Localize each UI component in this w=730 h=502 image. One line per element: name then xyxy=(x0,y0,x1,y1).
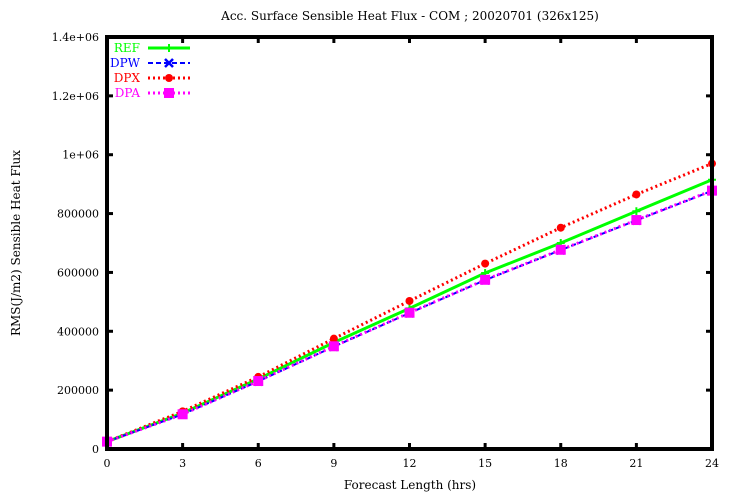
y-tick-label: 800000 xyxy=(57,208,99,221)
series-dpx xyxy=(103,159,716,446)
y-tick-label: 600000 xyxy=(57,266,99,279)
x-tick-label: 15 xyxy=(478,457,492,470)
legend-item-dpx: DPX xyxy=(114,71,190,85)
x-tick-label: 12 xyxy=(403,457,417,470)
y-tick-label: 1.2e+06 xyxy=(52,90,99,103)
plot-frame xyxy=(105,35,714,451)
x-tick-label: 6 xyxy=(255,457,262,470)
y-tick-label: 1e+06 xyxy=(62,149,99,162)
x-axis-label: Forecast Length (hrs) xyxy=(344,478,476,492)
x-tick-label: 21 xyxy=(629,457,643,470)
legend-item-dpa: DPA xyxy=(115,86,190,100)
x-tick-label: 0 xyxy=(104,457,111,470)
x-tick-label: 18 xyxy=(554,457,568,470)
y-tick-label: 0 xyxy=(92,443,99,456)
legend-label: DPX xyxy=(114,71,141,85)
chart-title: Acc. Surface Sensible Heat Flux - COM ; … xyxy=(220,9,599,23)
y-axis-label: RMS(J/m2) Sensible Heat Flux xyxy=(9,150,23,336)
legend-item-ref: REF xyxy=(114,41,190,55)
x-tick-label: 3 xyxy=(179,457,186,470)
plot-series xyxy=(102,159,717,447)
legend-label: DPW xyxy=(110,56,141,70)
x-tick-label: 9 xyxy=(330,457,337,470)
y-tick-label: 1.4e+06 xyxy=(52,31,99,44)
legend-item-dpw: DPW xyxy=(110,56,190,70)
legend-label: DPA xyxy=(115,86,141,100)
y-tick-label: 400000 xyxy=(57,325,99,338)
legend-label: REF xyxy=(114,41,140,55)
x-tick-label: 24 xyxy=(705,457,719,470)
y-axis-ticks: 0 200000 400000 600000 800000 1e+06 1.2e+06 1.4… xyxy=(52,31,712,456)
y-tick-label: 200000 xyxy=(57,384,99,397)
